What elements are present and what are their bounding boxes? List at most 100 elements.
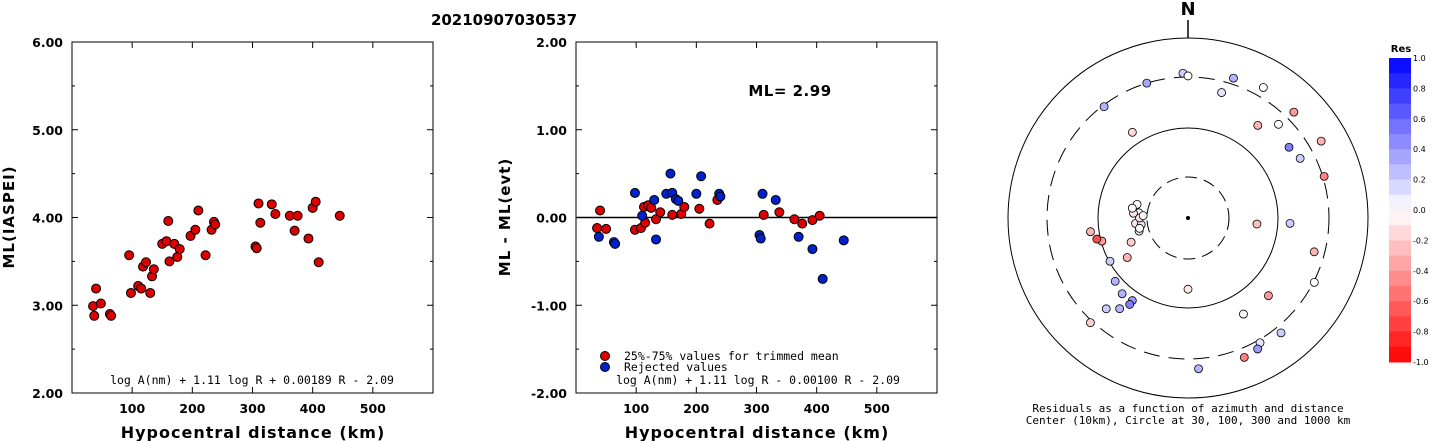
rejected-point (807, 244, 818, 255)
colorbar-cell (1389, 194, 1411, 211)
x-axis-label: Hypocentral distance (km) (625, 423, 890, 441)
colorbar-cell (1389, 240, 1411, 257)
trimmed-point (694, 203, 705, 214)
ml-point (334, 210, 345, 221)
ml-point (141, 257, 152, 268)
rejected-point (793, 231, 804, 242)
y-tick-label: -1.00 (531, 298, 567, 313)
colorbar-tick-label: 0.8 (1413, 84, 1426, 93)
x-tick-label: 100 (623, 401, 649, 416)
ml-point (200, 250, 211, 261)
legend-marker-rejected (600, 362, 610, 372)
legend-label-rejected: Rejected values (624, 360, 728, 374)
colorbar-tick-label: 0.0 (1413, 206, 1426, 215)
ml-point (270, 208, 281, 219)
ml-point (91, 283, 102, 294)
station-marker (1194, 364, 1203, 374)
colorbar-tick-label: 0.4 (1413, 145, 1426, 154)
caption-line-1: Residuals as a function of azimuth and d… (1032, 402, 1343, 415)
station-marker (1239, 309, 1248, 319)
colorbar-cell (1389, 225, 1411, 241)
plot-frame (71, 41, 434, 394)
ml-point (190, 224, 201, 235)
trimmed-point (774, 207, 785, 218)
ml-point (313, 257, 324, 268)
trimmed-point (789, 214, 800, 225)
station-marker (1253, 120, 1263, 130)
ml-point (106, 310, 117, 321)
rejected-point (610, 238, 621, 249)
station-marker (1101, 304, 1111, 314)
trimmed-point (704, 218, 715, 229)
colorbar-cell (1389, 58, 1411, 74)
ml-point (255, 217, 266, 228)
y-tick-label: -2.00 (531, 386, 567, 401)
station-marker (1142, 78, 1152, 88)
caption-line-2: Center (10km), Circle at 30, 100, 300 an… (1026, 414, 1351, 427)
trimmed-point (655, 207, 666, 218)
colorbar-tick-label: 1.0 (1413, 54, 1426, 63)
colorbar-cell (1389, 210, 1411, 226)
rejected-point (665, 168, 676, 179)
station-marker (1135, 223, 1144, 233)
station-marker (1252, 219, 1262, 229)
trimmed-point (595, 205, 606, 216)
colorbar-cell (1389, 103, 1411, 120)
ml-point (253, 198, 264, 209)
ml-point (136, 283, 147, 294)
ml-point (210, 219, 221, 230)
north-label: N (1180, 0, 1195, 20)
station-marker (1183, 284, 1193, 294)
ml-point (145, 287, 156, 298)
station-marker (1319, 171, 1329, 181)
x-axis-label: Hypocentral distance (km) (121, 423, 386, 441)
colorbar-cell (1389, 73, 1411, 89)
colorbar-cell (1389, 255, 1411, 272)
trimmed-point (814, 210, 825, 221)
y-tick-label: 3.00 (32, 298, 63, 313)
ml-point (289, 225, 300, 236)
station-marker (1110, 276, 1120, 286)
ml-point (292, 210, 303, 221)
ml-point (266, 199, 277, 210)
station-marker (1309, 247, 1319, 257)
rejected-point (838, 235, 849, 246)
colorbar-cell (1389, 316, 1411, 333)
y-tick-label: 0.00 (536, 211, 567, 226)
y-tick-label: 6.00 (32, 35, 63, 50)
rejected-point (817, 273, 828, 284)
station-marker (1138, 211, 1148, 221)
station-marker (1105, 256, 1115, 266)
ml-point (164, 256, 175, 267)
rejected-point (696, 171, 707, 182)
ml-point (148, 264, 159, 275)
ml-point (251, 243, 262, 254)
colorbar-cell (1389, 134, 1411, 150)
y-axis-label: ML(IASPEI) (0, 165, 18, 268)
ml-point (89, 310, 100, 321)
station-marker (1289, 107, 1299, 117)
ml-point (95, 298, 106, 309)
trimmed-point (758, 209, 769, 220)
colorbar-cell (1389, 331, 1411, 348)
station-marker (1239, 352, 1249, 362)
x-tick-label: 300 (239, 401, 265, 416)
y-tick-label: 1.00 (536, 123, 567, 138)
colorbar-cell (1389, 270, 1411, 287)
colorbar-cell (1389, 301, 1411, 317)
trimmed-point (592, 223, 603, 234)
station-marker (1284, 142, 1294, 152)
trimmed-point (797, 218, 808, 229)
rejected-point (715, 191, 726, 202)
colorbar-cell (1389, 118, 1411, 135)
colorbar-tick-label: 0.2 (1413, 176, 1426, 185)
colorbar-tick-label: -0.4 (1413, 267, 1429, 276)
station-marker (1183, 71, 1193, 81)
station-marker (1122, 253, 1132, 262)
rejected-point (691, 188, 702, 199)
legend: 25%-75% values for trimmed mean Rejected… (600, 349, 839, 374)
station-marker (1253, 344, 1263, 354)
station-marker (1264, 291, 1273, 301)
rejected-point (593, 231, 604, 242)
